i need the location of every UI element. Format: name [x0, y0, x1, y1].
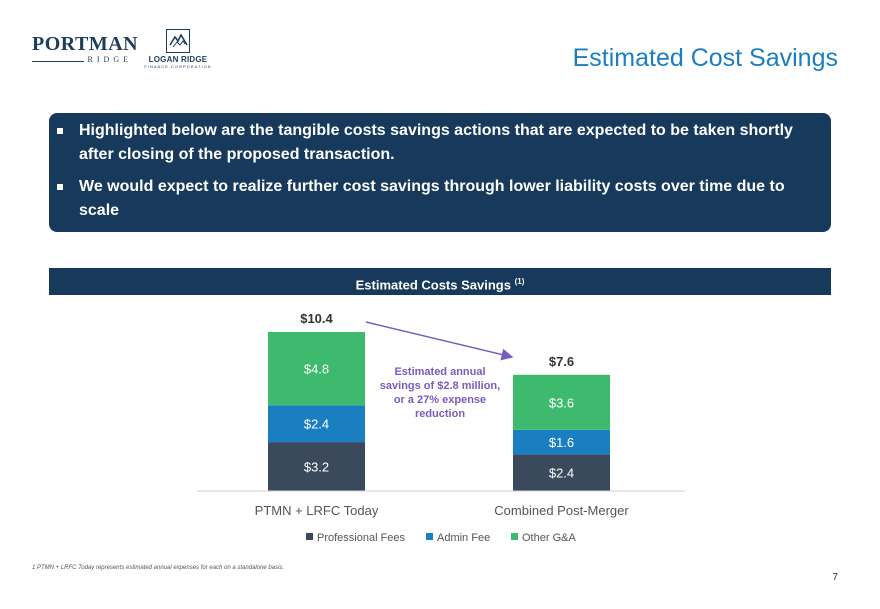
footnote: 1 PTMN + LRFC Today represents estimated… [32, 565, 285, 571]
bullet-item: We would expect to realize further cost … [57, 175, 817, 223]
portman-logo-subtext: RIDGE [32, 55, 132, 64]
category-label: Combined Post-Merger [494, 503, 629, 518]
page-title: Estimated Cost Savings [572, 44, 838, 72]
annotation-line: savings of $2.8 million, [380, 380, 500, 392]
legend-swatch [306, 533, 313, 540]
chart-banner-title: Estimated Costs Savings [355, 277, 511, 293]
data-label: $2.4 [304, 417, 329, 432]
data-label: $1.6 [549, 435, 574, 450]
annotation-line: reduction [415, 408, 465, 420]
stacked-bar-chart: $3.2 $2.4 $4.8 $10.4 PTMN + LRFC Today $2.4 $1… [197, 311, 685, 544]
legend-swatch [511, 533, 518, 540]
legend-label: Professional Fees [317, 532, 406, 544]
bar-segment [513, 429, 610, 455]
data-label: $3.6 [549, 395, 574, 410]
bar-segment [513, 454, 610, 491]
savings-arrow [365, 321, 514, 361]
annotation-line: or a 27% expense [394, 394, 486, 406]
data-label: $4.8 [304, 362, 329, 377]
banner-footnote-ref: (1) [514, 277, 525, 286]
bar-segment [268, 332, 365, 406]
portman-logo-text: PORTMAN [32, 33, 139, 55]
mountain-icon [166, 29, 190, 53]
total-label: $7.6 [549, 354, 574, 369]
data-label: $3.2 [304, 460, 329, 475]
logan-logo-subtext: FINANCE CORPORATION [144, 64, 212, 69]
legend-label: Admin Fee [437, 532, 490, 544]
category-label: PTMN + LRFC Today [255, 503, 379, 518]
chart-banner: Estimated Costs Savings (1) [49, 268, 831, 295]
legend-label: Other G&A [522, 532, 576, 544]
bar-segment [513, 374, 610, 430]
portman-ridge-logo: PORTMAN RIDGE [32, 33, 139, 64]
bar-segment [268, 405, 365, 443]
logan-ridge-logo: LOGAN RIDGE FINANCE CORPORATION [143, 29, 213, 69]
bar-segment [268, 442, 365, 491]
legend-swatch [426, 533, 433, 540]
page-number: 7 [832, 572, 838, 583]
bullet-square-icon [57, 184, 63, 190]
summary-callout: Highlighted below are the tangible costs… [49, 113, 831, 232]
bullet-square-icon [57, 128, 63, 134]
bullet-item: Highlighted below are the tangible costs… [57, 119, 817, 167]
annotation-line: Estimated annual [394, 366, 485, 378]
logan-logo-text: LOGAN RIDGE [148, 55, 208, 64]
data-label: $2.4 [549, 466, 574, 481]
total-label: $10.4 [300, 311, 333, 326]
